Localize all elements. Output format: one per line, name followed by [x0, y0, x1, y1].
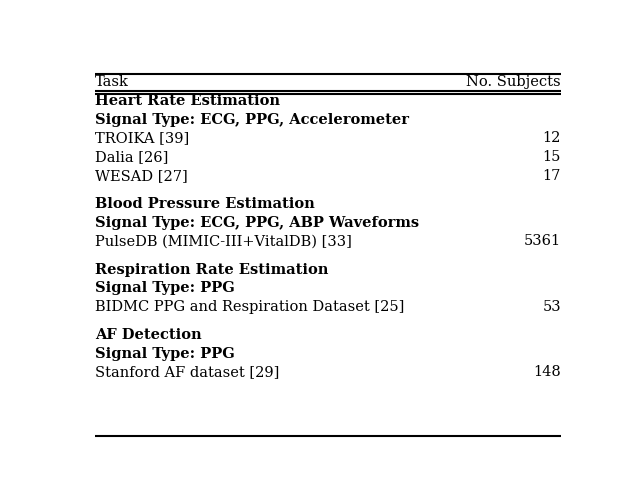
- Text: Dalia [26]: Dalia [26]: [95, 150, 168, 164]
- Text: Signal Type: PPG: Signal Type: PPG: [95, 281, 235, 295]
- Text: 148: 148: [533, 365, 561, 380]
- Text: Blood Pressure Estimation: Blood Pressure Estimation: [95, 197, 315, 211]
- Text: No. Subjects: No. Subjects: [467, 75, 561, 89]
- Text: 15: 15: [543, 150, 561, 164]
- Text: TROIKA [39]: TROIKA [39]: [95, 132, 189, 146]
- Text: BIDMC PPG and Respiration Dataset [25]: BIDMC PPG and Respiration Dataset [25]: [95, 300, 404, 314]
- Text: 17: 17: [543, 169, 561, 183]
- Text: Signal Type: ECG, PPG, ABP Waveforms: Signal Type: ECG, PPG, ABP Waveforms: [95, 216, 419, 230]
- Text: AF Detection: AF Detection: [95, 328, 202, 342]
- Text: Heart Rate Estimation: Heart Rate Estimation: [95, 94, 280, 108]
- Text: Respiration Rate Estimation: Respiration Rate Estimation: [95, 263, 328, 277]
- Text: WESAD [27]: WESAD [27]: [95, 169, 188, 183]
- Text: 12: 12: [543, 132, 561, 146]
- Text: 5361: 5361: [524, 234, 561, 248]
- Text: Task: Task: [95, 75, 129, 89]
- Text: Signal Type: ECG, PPG, Accelerometer: Signal Type: ECG, PPG, Accelerometer: [95, 113, 409, 127]
- Text: Stanford AF dataset [29]: Stanford AF dataset [29]: [95, 365, 279, 380]
- Text: Signal Type: PPG: Signal Type: PPG: [95, 347, 235, 361]
- Text: 53: 53: [543, 300, 561, 314]
- Text: PulseDB (MIMIC-III+VitalDB) [33]: PulseDB (MIMIC-III+VitalDB) [33]: [95, 234, 352, 248]
